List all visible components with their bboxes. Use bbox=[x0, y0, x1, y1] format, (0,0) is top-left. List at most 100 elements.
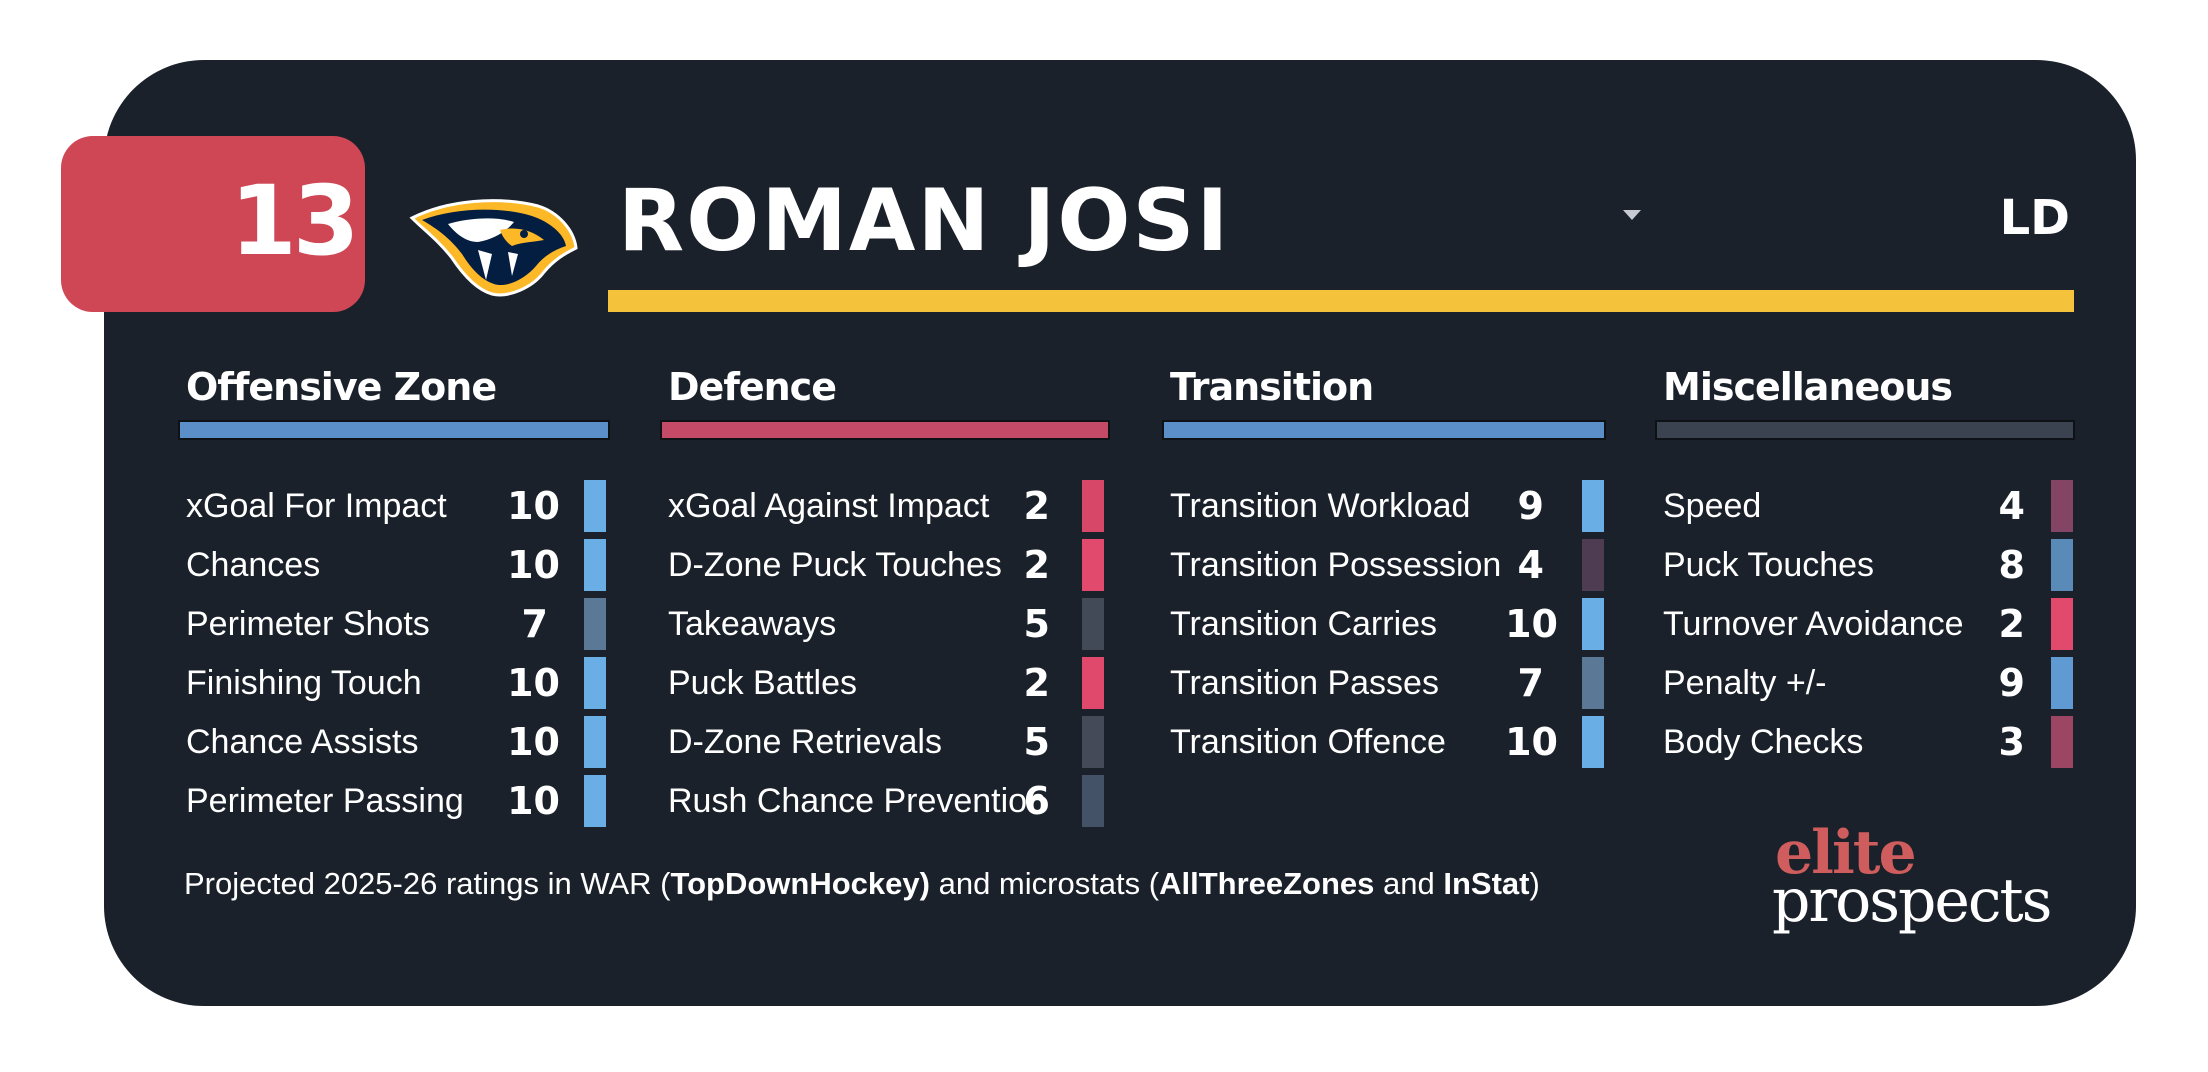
stat-swatch bbox=[1082, 716, 1104, 768]
stat-row: D-Zone Puck Touches 2 bbox=[660, 537, 1110, 593]
stat-value: 6 bbox=[1023, 779, 1050, 823]
stat-swatch bbox=[1082, 598, 1104, 650]
source-allthreezones: AllThreeZones bbox=[1159, 866, 1375, 901]
stat-value: 9 bbox=[1998, 661, 2025, 705]
stat-label: Body Checks bbox=[1663, 723, 1864, 761]
stat-value: 10 bbox=[1505, 602, 1558, 646]
stat-row: Perimeter Shots 7 bbox=[178, 596, 610, 652]
stat-row: Transition Passes 7 bbox=[1162, 655, 1606, 711]
chevron-down-icon[interactable] bbox=[1623, 210, 1641, 220]
stat-row: Transition Carries 10 bbox=[1162, 596, 1606, 652]
stat-row: Turnover Avoidance 2 bbox=[1655, 596, 2075, 652]
source-topdownhockey: TopDownHockey) bbox=[670, 866, 930, 901]
footer-text-3: and bbox=[1374, 866, 1444, 901]
stat-row: Rush Chance Prevention 6 bbox=[660, 773, 1110, 829]
section-bar bbox=[660, 420, 1110, 440]
stat-label: xGoal Against Impact bbox=[668, 487, 990, 525]
stat-label: Rush Chance Prevention bbox=[668, 782, 1047, 820]
stat-swatch bbox=[2051, 480, 2073, 532]
stat-label: Perimeter Shots bbox=[186, 605, 430, 643]
stat-label: Transition Passes bbox=[1170, 664, 1439, 702]
stat-label: Turnover Avoidance bbox=[1663, 605, 1964, 643]
stat-row: Body Checks 3 bbox=[1655, 714, 2075, 770]
jersey-number-badge bbox=[61, 136, 365, 312]
stat-value: 7 bbox=[1517, 661, 1544, 705]
stat-label: xGoal For Impact bbox=[186, 487, 447, 525]
brand-logo-prospects: prospects bbox=[1772, 866, 2052, 936]
name-underline bbox=[608, 290, 2074, 312]
stat-swatch bbox=[584, 480, 606, 532]
stat-value: 5 bbox=[1023, 720, 1050, 764]
stat-label: Chance Assists bbox=[186, 723, 419, 761]
stat-swatch bbox=[584, 716, 606, 768]
stat-label: Transition Offence bbox=[1170, 723, 1446, 761]
footer-text-2: and microstats ( bbox=[929, 866, 1160, 901]
source-instat: InStat bbox=[1443, 866, 1530, 901]
stat-row: xGoal For Impact 10 bbox=[178, 478, 610, 534]
section-bar bbox=[178, 420, 610, 440]
stat-value: 2 bbox=[1023, 543, 1050, 587]
stat-value: 4 bbox=[1998, 484, 2025, 528]
stat-value: 10 bbox=[1505, 720, 1558, 764]
jersey-number: 13 bbox=[230, 165, 360, 277]
player-position: LD bbox=[1999, 190, 2070, 246]
stat-row: Finishing Touch 10 bbox=[178, 655, 610, 711]
stat-label: Speed bbox=[1663, 487, 1762, 525]
section-title: Defence bbox=[668, 365, 837, 409]
stat-swatch bbox=[584, 598, 606, 650]
stat-row: Puck Touches 8 bbox=[1655, 537, 2075, 593]
stat-row: Chance Assists 10 bbox=[178, 714, 610, 770]
stat-label: Takeaways bbox=[668, 605, 837, 643]
stat-swatch bbox=[2051, 716, 2073, 768]
stat-value: 10 bbox=[507, 661, 560, 705]
brand-logo-elite: elite bbox=[1775, 818, 1917, 888]
stat-row: xGoal Against Impact 2 bbox=[660, 478, 1110, 534]
player-name: ROMAN JOSI bbox=[618, 171, 1231, 271]
stat-label: Puck Touches bbox=[1663, 546, 1875, 584]
stat-value: 10 bbox=[507, 720, 560, 764]
stat-value: 7 bbox=[521, 602, 548, 646]
stat-row: Transition Possession 4 bbox=[1162, 537, 1606, 593]
stat-swatch bbox=[1582, 539, 1604, 591]
section-title: Transition bbox=[1170, 365, 1374, 409]
stat-row: Chances 10 bbox=[178, 537, 610, 593]
stat-value: 9 bbox=[1517, 484, 1544, 528]
stat-value: 8 bbox=[1998, 543, 2025, 587]
stat-swatch bbox=[584, 657, 606, 709]
stat-label: D-Zone Retrievals bbox=[668, 723, 942, 761]
stat-value: 10 bbox=[507, 543, 560, 587]
stat-value: 4 bbox=[1517, 543, 1544, 587]
stat-swatch bbox=[1582, 598, 1604, 650]
section-title: Offensive Zone bbox=[186, 365, 497, 409]
stat-row: Perimeter Passing 10 bbox=[178, 773, 610, 829]
stat-swatch bbox=[584, 775, 606, 827]
section-bar bbox=[1655, 420, 2075, 440]
stat-row: Takeaways 5 bbox=[660, 596, 1110, 652]
stat-value: 2 bbox=[1998, 602, 2025, 646]
section-title: Miscellaneous bbox=[1663, 365, 1953, 409]
stat-row: Speed 4 bbox=[1655, 478, 2075, 534]
stat-label: Transition Workload bbox=[1170, 487, 1471, 525]
stat-row: Transition Offence 10 bbox=[1162, 714, 1606, 770]
stat-row: Puck Battles 2 bbox=[660, 655, 1110, 711]
section-bar bbox=[1162, 420, 1606, 440]
stat-swatch bbox=[1582, 657, 1604, 709]
stat-label: D-Zone Puck Touches bbox=[668, 546, 1002, 584]
footer-text-1: Projected 2025-26 ratings in WAR ( bbox=[184, 866, 671, 901]
stat-swatch bbox=[1082, 657, 1104, 709]
stat-row: Transition Workload 9 bbox=[1162, 478, 1606, 534]
stat-swatch bbox=[584, 539, 606, 591]
footer-text-4: ) bbox=[1529, 866, 1540, 901]
stat-label: Perimeter Passing bbox=[186, 782, 464, 820]
stat-label: Chances bbox=[186, 546, 321, 584]
stat-label: Transition Carries bbox=[1170, 605, 1438, 643]
stat-value: 10 bbox=[507, 779, 560, 823]
stat-label: Penalty +/- bbox=[1663, 664, 1827, 702]
stat-swatch bbox=[2051, 598, 2073, 650]
stat-value: 2 bbox=[1023, 661, 1050, 705]
stat-swatch bbox=[2051, 657, 2073, 709]
stat-value: 3 bbox=[1998, 720, 2025, 764]
stat-label: Transition Possession bbox=[1170, 546, 1502, 584]
stat-swatch bbox=[1082, 539, 1104, 591]
stat-swatch bbox=[1082, 775, 1104, 827]
